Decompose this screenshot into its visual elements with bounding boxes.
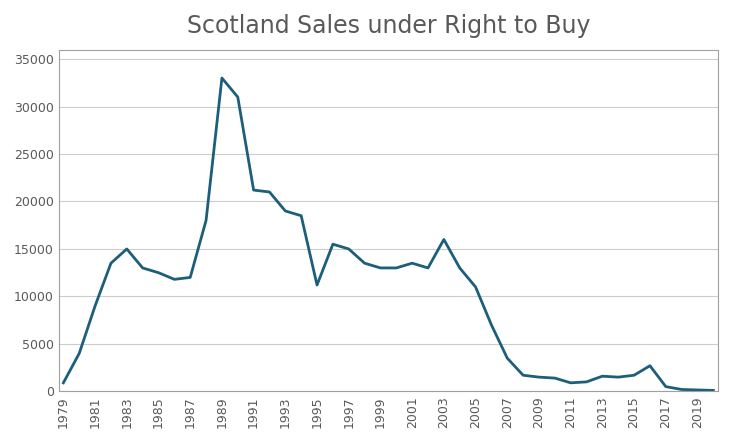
Title: Scotland Sales under Right to Buy: Scotland Sales under Right to Buy: [187, 14, 590, 38]
